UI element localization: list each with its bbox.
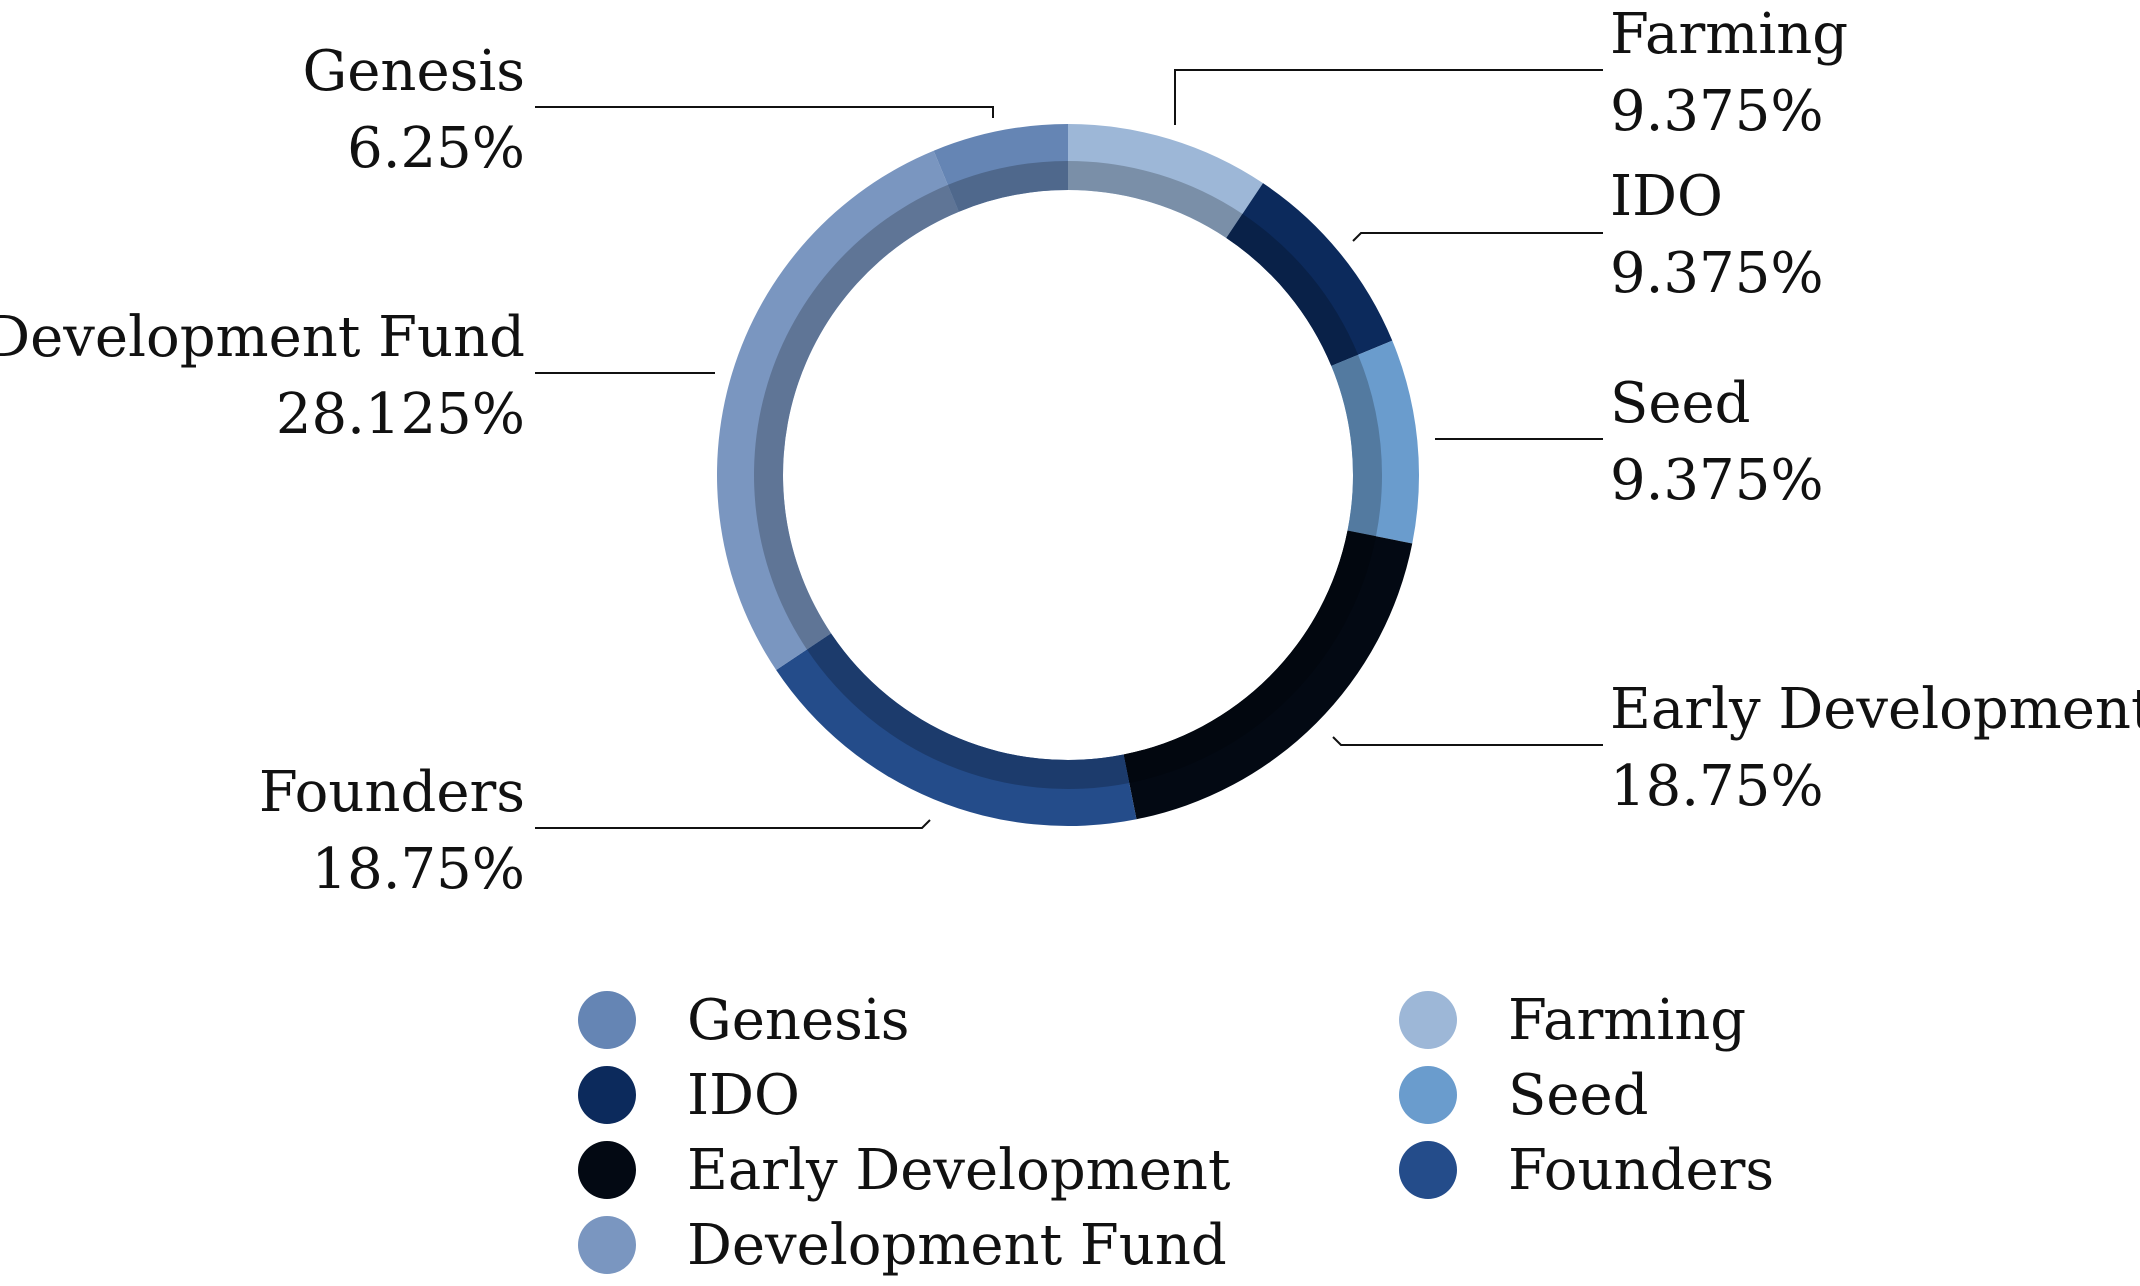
legend-swatch-founders — [1399, 1141, 1457, 1199]
callout-seed: Seed 9.375% — [1435, 371, 1824, 513]
slice-farming-inner-band — [1068, 161, 1243, 239]
callout-farming-label: Farming — [1610, 2, 1848, 67]
callout-farming: Farming 9.375% — [1174, 2, 1848, 144]
slice-ido — [1226, 183, 1393, 366]
slice-founders — [776, 633, 1137, 826]
legend-swatch-early-development — [578, 1141, 636, 1199]
callout-early-development-leader — [1332, 736, 1603, 746]
slice-callouts: Farming 9.375% IDO 9.375% Seed 9.375% Early De… — [0, 2, 2140, 902]
callout-development-fund-label: Development Fund — [0, 305, 525, 370]
slice-early-development-inner-band — [1123, 530, 1376, 783]
callout-early-development-value: 18.75% — [1610, 754, 1824, 819]
legend-item-early-development: Early Development — [578, 1138, 1231, 1203]
legend-label-early-development: Early Development — [687, 1138, 1231, 1203]
legend-label-ido: IDO — [687, 1063, 800, 1128]
callout-genesis-label: Genesis — [303, 39, 525, 104]
legend-item-founders: Founders — [1399, 1138, 1774, 1203]
callout-ido-value: 9.375% — [1610, 241, 1824, 306]
callout-seed-label: Seed — [1610, 371, 1751, 436]
callout-founders-value: 18.75% — [311, 837, 525, 902]
callout-genesis-leader — [535, 106, 994, 118]
callout-genesis-value: 6.25% — [347, 116, 525, 181]
legend-label-genesis: Genesis — [687, 988, 909, 1053]
slice-founders-inner-band — [806, 633, 1130, 789]
slice-early-development-arc — [1123, 530, 1413, 820]
callout-development-fund: Development Fund 28.125% — [0, 305, 715, 447]
callout-farming-leader — [1174, 69, 1603, 125]
legend-item-development-fund: Development Fund — [578, 1213, 1227, 1278]
donut-slices — [717, 124, 1419, 826]
legend-label-seed: Seed — [1508, 1063, 1649, 1128]
callout-ido-leader — [1352, 232, 1603, 242]
callout-founders-label: Founders — [259, 760, 525, 825]
legend-item-genesis: Genesis — [578, 988, 909, 1053]
legend-swatch-genesis — [578, 991, 636, 1049]
legend-swatch-farming — [1399, 991, 1457, 1049]
slice-genesis-inner-band — [947, 161, 1068, 212]
callout-genesis: Genesis 6.25% — [303, 39, 994, 181]
callout-early-development: Early Development 18.75% — [1332, 677, 2140, 819]
slice-seed-inner-band — [1331, 354, 1383, 537]
slice-farming — [1068, 124, 1264, 239]
slice-genesis — [933, 124, 1068, 212]
callout-founders: Founders 18.75% — [259, 760, 931, 902]
callout-founders-leader — [535, 819, 931, 829]
legend-item-seed: Seed — [1399, 1063, 1649, 1128]
callout-seed-value: 9.375% — [1610, 448, 1824, 513]
slice-seed — [1331, 340, 1419, 544]
legend-swatch-development-fund — [578, 1216, 636, 1274]
legend-label-founders: Founders — [1508, 1138, 1774, 1203]
legend-label-farming: Farming — [1508, 988, 1746, 1053]
slice-ido-inner-band — [1226, 213, 1359, 366]
callout-early-development-label: Early Development — [1610, 677, 2140, 742]
slice-development-fund-inner-band — [753, 184, 959, 650]
legend-swatch-seed — [1399, 1066, 1457, 1124]
legend-item-farming: Farming — [1399, 988, 1746, 1053]
legend: Genesis IDO Early Development Development F… — [578, 988, 1774, 1278]
legend-label-development-fund: Development Fund — [687, 1213, 1227, 1278]
slice-early-development — [1123, 530, 1413, 820]
callout-development-fund-value: 28.125% — [276, 382, 525, 447]
legend-item-ido: IDO — [578, 1063, 800, 1128]
legend-swatch-ido — [578, 1066, 636, 1124]
callout-ido-label: IDO — [1610, 164, 1723, 229]
callout-farming-value: 9.375% — [1610, 79, 1824, 144]
slice-development-fund — [717, 150, 959, 671]
callout-ido: IDO 9.375% — [1352, 164, 1824, 306]
